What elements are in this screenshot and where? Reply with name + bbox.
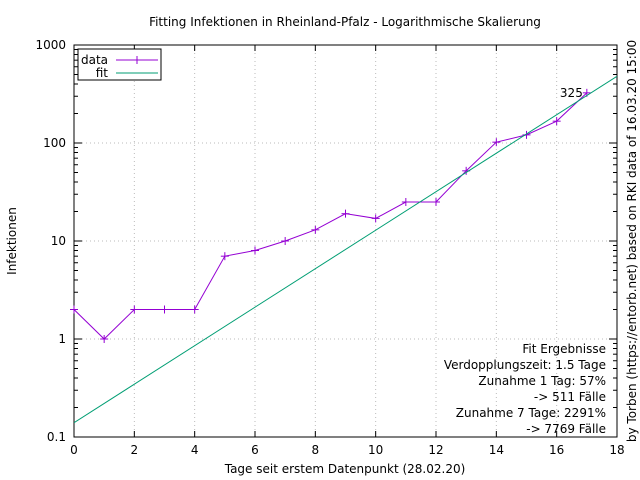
side-credit-label: by Torben (https://entorb.net) based on … xyxy=(625,40,639,442)
data-point xyxy=(371,214,380,223)
series-layer xyxy=(70,75,617,424)
x-tick-label: 4 xyxy=(191,443,199,457)
fit-results: Fit Ergebnisse Verdopplungszeit: 1.5 Tag… xyxy=(444,342,606,436)
y-tick-label: 100 xyxy=(43,136,66,150)
legend-label-fit: fit xyxy=(96,66,109,80)
data-point xyxy=(552,117,561,126)
x-axis-label: Tage seit erstem Datenpunkt (28.02.20) xyxy=(224,462,466,476)
x-tick-label: 16 xyxy=(549,443,564,457)
data-point xyxy=(190,305,199,314)
data-point xyxy=(311,225,320,234)
x-tick-label: 12 xyxy=(428,443,443,457)
y-tick-label: 0.1 xyxy=(47,430,66,444)
data-point xyxy=(401,198,410,207)
point-annotation: 325 xyxy=(560,86,583,100)
data-point xyxy=(341,209,350,218)
fit-results-line: Zunahme 7 Tage: 2291% xyxy=(456,406,606,420)
legend-box xyxy=(77,48,162,81)
data-point xyxy=(492,138,501,147)
axis-ticks: 0 2 4 6 8 10 12 14 16 18 0.1 1 10 100 1000 xyxy=(35,38,624,457)
data-point xyxy=(130,305,139,314)
x-tick-label: 0 xyxy=(70,443,78,457)
x-tick-label: 2 xyxy=(131,443,139,457)
fit-results-line: Zunahme 1 Tag: 57% xyxy=(478,374,606,388)
y-tick-label: 1000 xyxy=(35,38,66,52)
fit-results-line: -> 7769 Fälle xyxy=(526,422,606,436)
series-line-fit xyxy=(74,75,617,424)
x-tick-label: 6 xyxy=(251,443,259,457)
fit-results-heading: Fit Ergebnisse xyxy=(522,342,606,356)
data-point xyxy=(251,246,259,255)
data-point xyxy=(432,198,440,207)
data-point xyxy=(522,130,531,139)
fit-results-line: Verdopplungszeit: 1.5 Tage xyxy=(444,358,606,372)
x-tick-label: 10 xyxy=(368,443,383,457)
y-tick-label: 1 xyxy=(58,332,66,346)
data-point xyxy=(220,252,229,261)
y-tick-label: 10 xyxy=(51,234,66,248)
annotations: 325 xyxy=(560,86,583,100)
x-tick-label: 14 xyxy=(489,443,504,457)
series-line-data xyxy=(74,92,588,340)
data-point xyxy=(100,335,109,343)
x-tick-label: 18 xyxy=(609,443,624,457)
y-axis-label: Infektionen xyxy=(5,207,19,275)
grid xyxy=(74,45,617,437)
data-point xyxy=(70,305,78,314)
data-point xyxy=(281,237,290,245)
x-tick-label: 8 xyxy=(312,443,320,457)
chart-title: Fitting Infektionen in Rheinland-Pfalz -… xyxy=(149,15,541,29)
data-point xyxy=(160,305,169,314)
legend-label-data: data xyxy=(81,53,108,67)
fit-results-line: -> 511 Fälle xyxy=(534,390,606,404)
